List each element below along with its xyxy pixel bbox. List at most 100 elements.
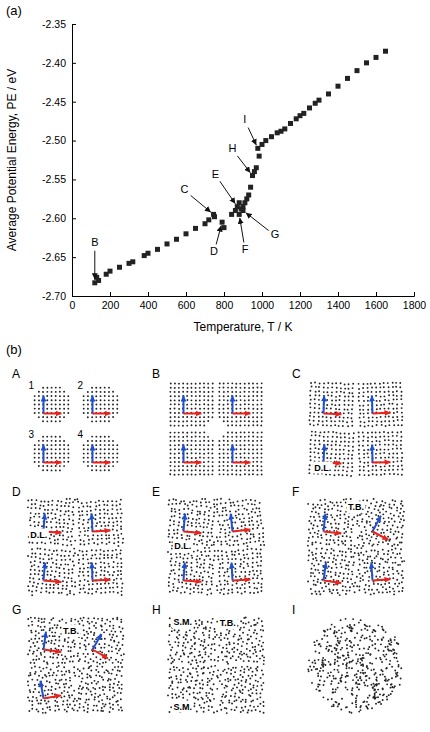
- atom: [71, 528, 73, 530]
- atom: [311, 434, 313, 436]
- atom: [244, 408, 246, 410]
- atom: [248, 408, 250, 410]
- atom: [248, 391, 250, 393]
- atom: [95, 575, 97, 577]
- atom: [235, 432, 237, 434]
- data-point: [96, 278, 101, 283]
- atom: [336, 391, 338, 393]
- orientation-arrow: [324, 396, 325, 414]
- atom: [256, 395, 258, 397]
- atom: [235, 387, 237, 389]
- atom: [51, 416, 53, 418]
- atom: [235, 448, 237, 450]
- atom: [380, 416, 382, 418]
- atom: [260, 425, 262, 427]
- atom: [336, 436, 338, 438]
- atom: [223, 416, 225, 418]
- atom: [38, 448, 40, 450]
- atom: [396, 398, 398, 400]
- atom: [80, 539, 82, 541]
- atom: [95, 387, 97, 389]
- atom: [120, 528, 122, 530]
- atom: [181, 537, 183, 539]
- atom: [199, 513, 201, 515]
- atom: [196, 544, 198, 546]
- atom: [342, 474, 344, 476]
- atom: [182, 518, 184, 520]
- atom: [327, 440, 329, 442]
- atom: [260, 440, 262, 442]
- atom: [371, 441, 373, 443]
- atom: [95, 448, 97, 450]
- atom: [46, 444, 48, 446]
- atom: [46, 416, 48, 418]
- atom: [31, 591, 33, 593]
- atom: [318, 395, 320, 397]
- atom: [112, 465, 114, 467]
- annotation-label: F: [242, 243, 249, 255]
- atom: [29, 519, 31, 521]
- atom: [338, 425, 340, 427]
- y-tick: -2.45: [42, 96, 76, 108]
- atom: [37, 524, 39, 526]
- atom: [28, 542, 30, 544]
- atom: [223, 399, 225, 401]
- atom: [186, 457, 188, 459]
- atom: [44, 553, 46, 555]
- atom: [82, 523, 84, 525]
- atom: [58, 519, 60, 521]
- atom: [192, 518, 194, 520]
- atom: [261, 465, 263, 467]
- atom: [342, 425, 344, 427]
- data-point: [345, 76, 350, 81]
- atom: [116, 586, 118, 588]
- atom: [344, 433, 346, 435]
- atom: [34, 457, 36, 459]
- atom: [244, 391, 246, 393]
- atom: [120, 566, 122, 568]
- atom: [67, 536, 69, 538]
- atom: [231, 469, 233, 471]
- atom: [207, 387, 209, 389]
- atom: [323, 387, 325, 389]
- atom: [331, 448, 333, 450]
- atom: [363, 436, 365, 438]
- atom: [116, 530, 118, 532]
- atom: [48, 558, 50, 560]
- atom: [314, 407, 316, 409]
- atom: [397, 432, 399, 434]
- atom: [46, 440, 48, 442]
- atom: [327, 382, 329, 384]
- atom: [252, 432, 254, 434]
- atom: [41, 542, 43, 544]
- atom: [330, 457, 332, 459]
- atom: [87, 448, 89, 450]
- atom: [309, 464, 311, 466]
- atom: [177, 529, 179, 531]
- atom: [83, 544, 85, 546]
- atom: [120, 521, 122, 523]
- atom: [256, 474, 258, 476]
- atom: [83, 395, 85, 397]
- atom: [79, 592, 81, 594]
- atom: [256, 465, 258, 467]
- atom: [309, 415, 311, 417]
- atom: [231, 420, 233, 422]
- atom: [50, 512, 52, 514]
- atom: [212, 465, 214, 467]
- atom: [117, 534, 119, 536]
- atom: [400, 398, 402, 400]
- atom: [261, 474, 263, 476]
- atom: [42, 420, 44, 422]
- atom: [120, 549, 122, 551]
- atom: [240, 457, 242, 459]
- data-point: [248, 185, 253, 190]
- atom: [330, 453, 332, 455]
- atom: [252, 473, 254, 475]
- atom: [112, 416, 114, 418]
- atom: [360, 421, 362, 423]
- atom: [174, 432, 176, 434]
- y-tick-label: -2.70: [42, 290, 66, 302]
- atom: [252, 408, 254, 410]
- atom: [108, 391, 110, 393]
